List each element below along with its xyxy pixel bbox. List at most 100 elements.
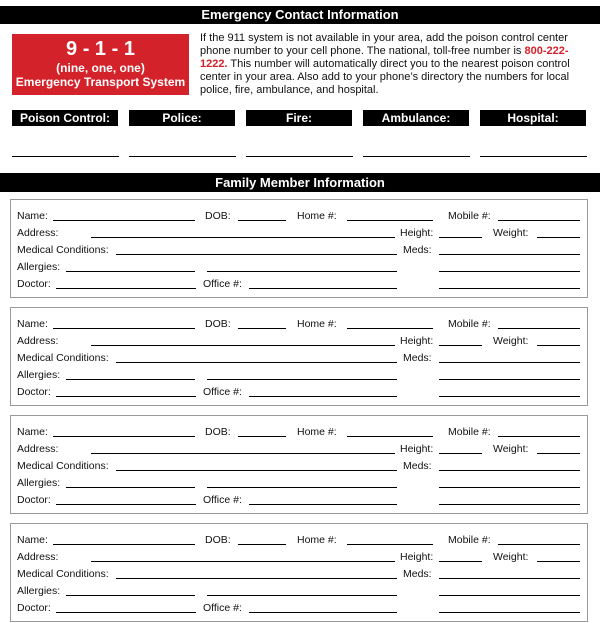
form-field-line[interactable] [91,561,395,562]
form-field-line[interactable] [439,379,580,380]
form-field-line[interactable] [439,237,482,238]
weight-label: Weight: [493,227,529,239]
form-field-line[interactable] [498,328,580,329]
form-field-line[interactable] [439,470,580,471]
dob-label: DOB: [205,426,231,438]
contact-number-field[interactable] [246,156,353,157]
form-field-line[interactable] [439,288,580,289]
form-field-line[interactable] [537,237,580,238]
office-label: Office #: [203,278,242,290]
form-field-line[interactable] [347,544,433,545]
address-label: Address: [17,443,59,455]
form-field-line[interactable] [498,436,580,437]
contact-number-field[interactable] [12,156,119,157]
form-field-line[interactable] [439,453,482,454]
form-field-line[interactable] [439,612,580,613]
form-field-line[interactable] [238,436,286,437]
home-label: Home #: [297,426,337,438]
form-field-line[interactable] [56,504,196,505]
form-field-line[interactable] [207,271,397,272]
form-field-line[interactable] [249,504,397,505]
intro-text: If the 911 system is not available in yo… [200,32,590,97]
form-field-line[interactable] [439,254,580,255]
name-label: Name: [17,318,48,330]
form-field-line[interactable] [439,362,580,363]
911-badge: 9 - 1 - 1 (nine, one, one) Emergency Tra… [12,34,189,95]
form-field-line[interactable] [439,487,580,488]
form-field-line[interactable] [238,544,286,545]
weight-label: Weight: [493,551,529,563]
form-field-line[interactable] [56,396,196,397]
medical-label: Medical Conditions: [17,460,109,472]
form-field-line[interactable] [537,453,580,454]
form-field-line[interactable] [439,271,580,272]
form-field-line[interactable] [56,612,196,613]
form-field-line[interactable] [66,271,195,272]
family-member-card: Name: DOB: Home #: Mobile #: Address: Height:… [10,523,588,622]
form-field-line[interactable] [53,220,195,221]
form-field-line[interactable] [347,328,433,329]
form-field-line[interactable] [347,220,433,221]
contact-number-field[interactable] [363,156,470,157]
office-label: Office #: [203,602,242,614]
form-field-line[interactable] [66,487,195,488]
form-field-line[interactable] [53,328,195,329]
form-field-line[interactable] [249,612,397,613]
poison-control-number: 800-222-1222. [200,45,569,70]
form-field-line[interactable] [498,220,580,221]
form-field-line[interactable] [91,453,395,454]
home-label: Home #: [297,534,337,546]
contact-label: Police: [129,110,235,126]
form-field-line[interactable] [439,504,580,505]
home-label: Home #: [297,318,337,330]
form-field-line[interactable] [91,345,395,346]
office-label: Office #: [203,386,242,398]
allergies-label: Allergies: [17,585,61,597]
form-field-line[interactable] [249,288,397,289]
family-member-card: Name: DOB: Home #: Mobile #: Address: Height:… [10,307,588,406]
form-field-line[interactable] [439,396,580,397]
name-label: Name: [17,426,48,438]
form-field-line[interactable] [347,436,433,437]
form-field-line[interactable] [116,362,397,363]
form-field-line[interactable] [116,578,397,579]
form-field-line[interactable] [207,379,397,380]
contact-number-field[interactable] [480,156,587,157]
form-field-line[interactable] [91,237,395,238]
form-field-line[interactable] [207,487,397,488]
form-field-line[interactable] [439,561,482,562]
allergies-label: Allergies: [17,369,61,381]
contact-label: Fire: [246,110,352,126]
form-field-line[interactable] [53,544,195,545]
form-field-line[interactable] [439,345,482,346]
form-field-line[interactable] [116,254,397,255]
meds-label: Meds: [403,568,432,580]
badge-spoken: (nine, one, one) [56,61,145,75]
form-field-line[interactable] [537,561,580,562]
form-field-line[interactable] [249,396,397,397]
medical-label: Medical Conditions: [17,568,109,580]
address-label: Address: [17,227,59,239]
form-field-line[interactable] [537,345,580,346]
family-member-card: Name: DOB: Home #: Mobile #: Address: Height:… [10,199,588,298]
form-field-line[interactable] [238,220,286,221]
form-field-line[interactable] [238,328,286,329]
form-field-line[interactable] [498,544,580,545]
contact-number-field[interactable] [129,156,236,157]
form-field-line[interactable] [53,436,195,437]
form-field-line[interactable] [66,379,195,380]
form-field-line[interactable] [56,288,196,289]
contact-label: Poison Control: [12,110,118,126]
address-label: Address: [17,551,59,563]
form-field-line[interactable] [207,595,397,596]
badge-number: 9 - 1 - 1 [66,38,135,60]
family-member-card: Name: DOB: Home #: Mobile #: Address: Height:… [10,415,588,514]
form-field-line[interactable] [66,595,195,596]
form-field-line[interactable] [439,595,580,596]
family-section-header: Family Member Information [0,173,600,192]
form-field-line[interactable] [116,470,397,471]
meds-label: Meds: [403,460,432,472]
medical-label: Medical Conditions: [17,352,109,364]
form-field-line[interactable] [439,578,580,579]
doctor-label: Doctor: [17,386,51,398]
